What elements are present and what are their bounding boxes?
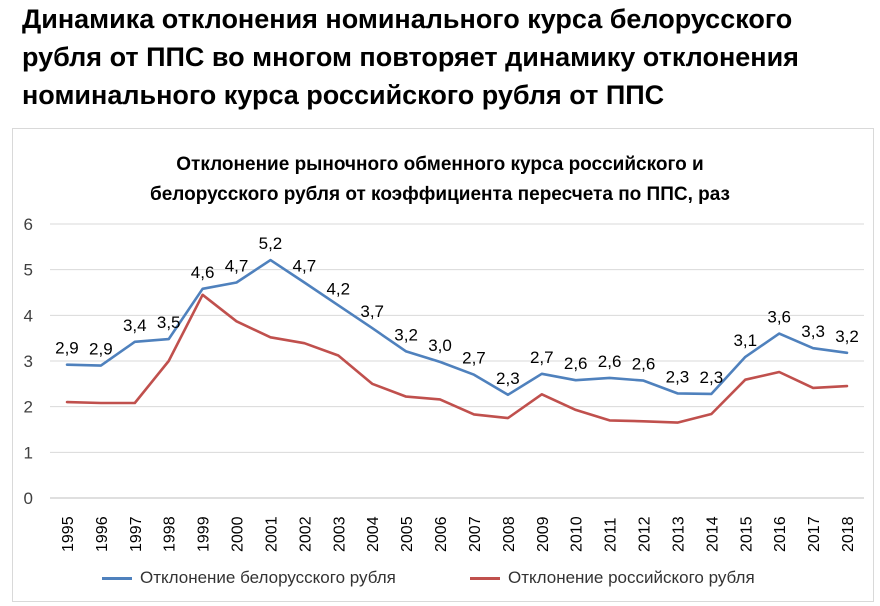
x-tick-label: 2003	[331, 516, 348, 552]
slide-title-line: рубля от ППС во многом повторяет динамик…	[22, 42, 799, 72]
data-label: 3,3	[801, 322, 825, 341]
x-tick-label: 2000	[230, 516, 247, 552]
legend-swatch-russia	[470, 576, 500, 580]
data-label: 2,6	[564, 354, 588, 373]
data-label: 3,2	[394, 325, 418, 344]
data-label: 3,6	[767, 308, 791, 327]
data-label: 2,7	[462, 349, 486, 368]
y-tick-label: 4	[24, 306, 33, 325]
x-tick-label: 2018	[840, 516, 857, 552]
x-tick-label: 2009	[535, 516, 552, 552]
x-tick-label: 2008	[501, 516, 518, 552]
y-tick-label: 2	[24, 398, 33, 417]
legend-label-belarus: Отклонение белорусского рубля	[140, 568, 396, 587]
data-label: 4,7	[225, 256, 249, 275]
legend-item-belarus: Отклонение белорусского рубля	[102, 568, 396, 588]
y-tick-label: 0	[24, 489, 33, 508]
chart-title-line: Отклонение рыночного обменного курса рос…	[176, 154, 704, 175]
x-tick-label: 1999	[196, 516, 213, 552]
x-tick-label: 2010	[569, 516, 586, 552]
data-label: 3,0	[428, 336, 452, 355]
chart-frame	[12, 128, 874, 602]
y-tick-label: 3	[24, 352, 33, 371]
x-tick-label: 1996	[94, 516, 111, 552]
x-tick-label: 1997	[128, 516, 145, 552]
x-tick-label: 2006	[433, 516, 450, 552]
legend-item-russia: Отклонение российского рубля	[470, 568, 755, 588]
x-tick-label: 2015	[738, 516, 755, 552]
x-tick-label: 2007	[467, 516, 484, 552]
x-tick-label: 1998	[162, 516, 179, 552]
slide-title-line: Динамика отклонения номинального курса б…	[22, 4, 793, 34]
data-label: 2,6	[632, 355, 656, 374]
x-tick-label: 2004	[365, 516, 382, 552]
x-tick-label: 2005	[399, 516, 416, 552]
legend-swatch-belarus	[102, 576, 132, 580]
chart-title-line: белорусского рубля от коэффициента перес…	[150, 184, 730, 205]
data-label: 4,2	[326, 279, 350, 298]
x-tick-label: 2016	[772, 516, 789, 552]
data-label: 2,7	[530, 348, 554, 367]
chart-legend: Отклонение белорусского рубля Отклонение…	[0, 568, 880, 592]
data-label: 2,9	[55, 339, 79, 358]
x-tick-label: 1995	[60, 516, 77, 552]
x-tick-label: 2012	[637, 516, 654, 552]
series-line-belarus	[65, 258, 849, 397]
legend-label-russia: Отклонение российского рубля	[508, 568, 755, 587]
data-label: 2,9	[89, 340, 113, 359]
y-tick-label: 6	[24, 215, 33, 234]
data-label: 2,3	[700, 368, 724, 387]
data-label: 3,7	[360, 302, 384, 321]
data-label: 4,7	[293, 256, 317, 275]
data-label: 2,3	[666, 367, 690, 386]
series-line-russia	[65, 293, 849, 424]
x-tick-label: 2017	[806, 516, 823, 552]
x-tick-label: 2011	[603, 517, 620, 552]
data-label: 3,2	[835, 327, 859, 346]
chart-title: Отклонение рыночного обменного курса рос…	[0, 150, 880, 210]
x-tick-label: 2014	[704, 516, 721, 552]
x-tick-label: 2002	[297, 516, 314, 552]
data-label: 3,4	[123, 316, 147, 335]
x-tick-label: 2013	[670, 516, 687, 552]
data-label: 5,2	[259, 234, 283, 253]
y-tick-label: 1	[24, 443, 33, 462]
slide-title-line: номинального курса российского рубля от …	[22, 80, 665, 110]
data-label: 2,3	[496, 369, 520, 388]
x-tick-label: 2001	[263, 516, 280, 552]
data-label: 4,6	[191, 263, 215, 282]
data-label: 3,1	[733, 331, 757, 350]
data-label: 2,6	[598, 352, 622, 371]
slide-title: Динамика отклонения номинального курса б…	[22, 0, 872, 114]
data-label: 3,5	[157, 313, 181, 332]
y-tick-label: 5	[24, 261, 33, 280]
